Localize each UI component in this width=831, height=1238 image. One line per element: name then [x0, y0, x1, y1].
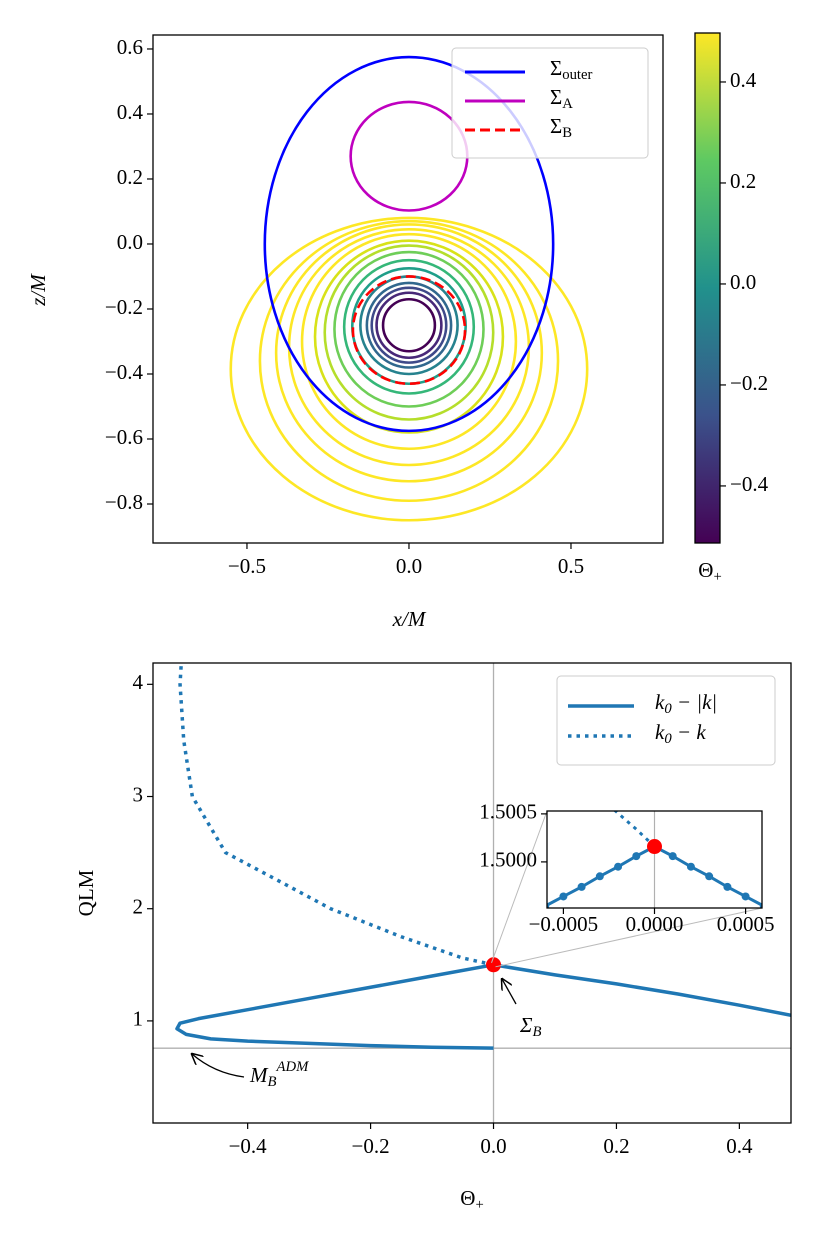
y-tick-label: 3 — [133, 782, 144, 806]
contour-line — [333, 250, 485, 408]
y-tick-label: −0.8 — [105, 490, 143, 514]
legend-label: ΣB — [550, 114, 572, 142]
contour-line — [388, 304, 430, 347]
contour-line — [258, 219, 560, 503]
colorbar-label: Θ+ — [698, 558, 721, 586]
x-tick-label: 0.0005 — [717, 912, 775, 936]
data-line — [613, 811, 656, 848]
contour-line — [274, 223, 544, 483]
inset-point — [723, 882, 732, 891]
annotation: MBADM — [249, 1059, 309, 1090]
inset-connector — [495, 907, 763, 968]
inset-point — [668, 852, 677, 861]
y-tick-label: 0.4 — [117, 100, 144, 124]
legend-label: Σouter — [550, 56, 593, 84]
inset-point — [577, 882, 586, 891]
colorbar — [694, 32, 721, 544]
contour-line — [365, 281, 453, 369]
inset-connector — [491, 810, 548, 963]
x-tick-label: −0.4 — [229, 1134, 268, 1158]
plot-area — [229, 55, 589, 522]
inset-point — [547, 902, 550, 908]
y-tick-label: 1.5005 — [479, 800, 537, 824]
inset-point — [559, 892, 568, 901]
inset-marker — [647, 839, 662, 855]
y-tick-label: 1.5000 — [479, 848, 537, 872]
x-axis-label: x/M — [392, 607, 427, 631]
y-axis-label: QLM — [74, 869, 98, 916]
inset-point — [632, 852, 641, 861]
y-axis-label: z/M — [26, 273, 50, 307]
contour-line — [229, 216, 589, 522]
y-tick-label: 2 — [133, 895, 144, 919]
annotation-arrow — [502, 979, 517, 1005]
colorbar-tick-label: 0.0 — [730, 270, 756, 294]
y-tick-label: −0.4 — [105, 360, 144, 384]
y-tick-label: 0.6 — [117, 35, 143, 59]
x-tick-label: 0.4 — [726, 1134, 753, 1158]
contour-line — [381, 297, 437, 353]
contour-line — [375, 291, 443, 360]
y-tick-label: −0.2 — [105, 295, 143, 319]
y-tick-label: 0.2 — [117, 165, 143, 189]
plot-area — [153, 663, 791, 1123]
annotation: ΣB — [519, 1013, 541, 1041]
x-axis-label: Θ+ — [460, 1186, 483, 1214]
legend-label: k0 − k — [655, 720, 706, 748]
contour-line — [370, 286, 448, 364]
curve — [351, 275, 467, 386]
x-tick-label: 0.2 — [603, 1134, 629, 1158]
inset-point — [741, 892, 750, 901]
x-tick-label: 0.0 — [480, 1134, 506, 1158]
contour-line — [359, 275, 459, 376]
inset-point — [686, 862, 695, 871]
plots: −0.5 0.0 0.5 −0.8 −0.6 −0.4 −0.2 0.0 0.2 0.4 0.6 Σo… — [105, 32, 792, 1158]
colorbar-tick-label: −0.2 — [730, 371, 768, 395]
x-tick-label: 0.5 — [558, 554, 584, 578]
colorbar-tick-label: 0.2 — [730, 169, 756, 193]
marker — [486, 957, 502, 973]
x-tick-label: −0.0005 — [529, 912, 599, 936]
inset-point — [614, 862, 623, 871]
inset-point — [705, 872, 714, 881]
data-line — [175, 963, 791, 1050]
legend-label: ΣA — [550, 85, 573, 113]
annotation-arrow — [192, 1054, 245, 1078]
x-tick-label: −0.2 — [352, 1134, 390, 1158]
x-tick-label: 0.0000 — [626, 912, 684, 936]
curve — [263, 55, 555, 433]
curve — [349, 100, 469, 212]
contour-line — [342, 258, 476, 395]
axes-frame — [152, 34, 664, 544]
x-tick-label: −0.5 — [228, 554, 266, 578]
data-line — [178, 663, 494, 967]
x-tick-label: 0.0 — [396, 554, 422, 578]
y-tick-label: 4 — [133, 670, 144, 694]
contour-line — [399, 315, 419, 335]
contour-line — [313, 239, 505, 434]
y-tick-label: 1 — [133, 1007, 144, 1031]
legend-box — [556, 675, 776, 766]
contour-line — [323, 244, 495, 421]
colorbar-tick-label: 0.4 — [730, 68, 757, 92]
legend-label: k0 − |k| — [655, 690, 717, 718]
contour-line — [393, 309, 425, 341]
axes-frame — [152, 662, 792, 1124]
inset-point — [595, 872, 604, 881]
colorbar-tick-label: −0.4 — [730, 472, 769, 496]
inset-point — [759, 902, 762, 908]
y-tick-label: 0.0 — [117, 230, 143, 254]
y-tick-label: −0.6 — [105, 425, 143, 449]
contour-line — [300, 232, 518, 451]
